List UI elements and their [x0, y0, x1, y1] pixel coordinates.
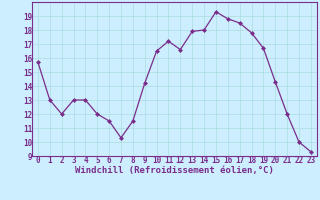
- X-axis label: Windchill (Refroidissement éolien,°C): Windchill (Refroidissement éolien,°C): [75, 166, 274, 175]
